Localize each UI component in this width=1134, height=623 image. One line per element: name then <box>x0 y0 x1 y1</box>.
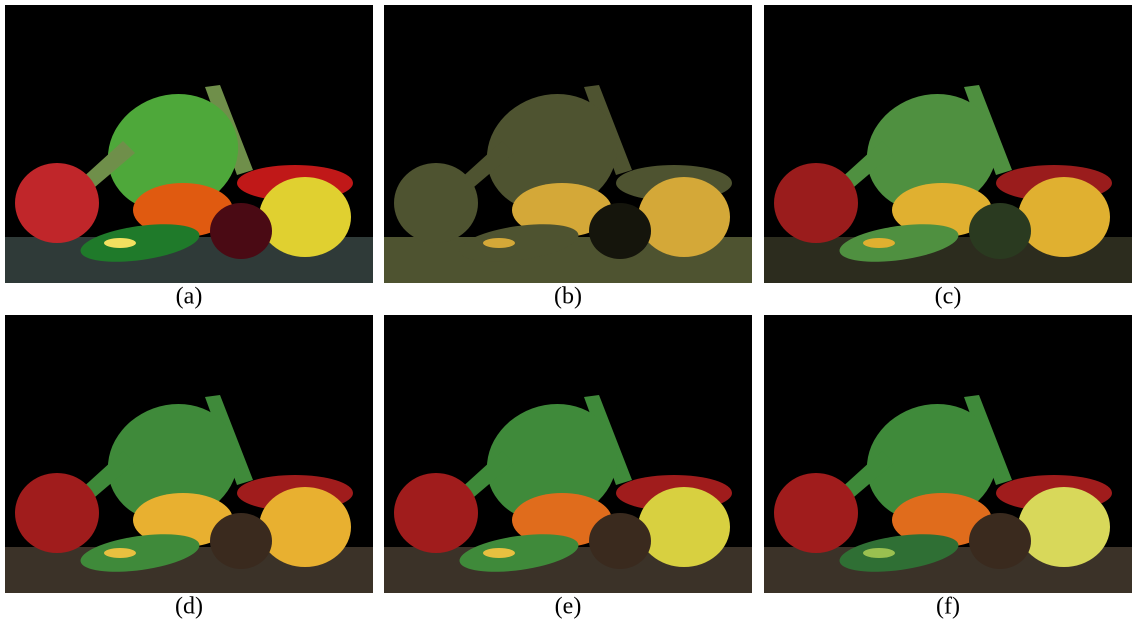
plum <box>210 513 272 569</box>
panel-label: (e) <box>555 594 582 620</box>
plum <box>969 203 1031 259</box>
panel-label: (f) <box>936 594 960 620</box>
strawberry <box>774 163 858 243</box>
panel-image <box>764 315 1132 593</box>
strawberry <box>394 163 478 243</box>
squash <box>1018 487 1110 567</box>
strawberry <box>15 473 99 553</box>
plum <box>969 513 1031 569</box>
squash <box>1018 177 1110 257</box>
panel-image <box>5 315 373 593</box>
squash <box>259 177 351 257</box>
panel-label: (b) <box>554 284 582 310</box>
plum <box>210 203 272 259</box>
panel-label: (c) <box>935 284 962 310</box>
panel-label: (d) <box>175 594 203 620</box>
strawberry <box>394 473 478 553</box>
strawberry <box>15 163 99 243</box>
strawberry <box>774 473 858 553</box>
plum <box>589 203 651 259</box>
jalapeno-highlight <box>104 238 136 248</box>
squash <box>638 177 730 257</box>
jalapeno-highlight <box>104 548 136 558</box>
panel-image <box>5 5 373 283</box>
panel-image <box>384 5 752 283</box>
jalapeno-highlight <box>483 238 515 248</box>
plum <box>589 513 651 569</box>
squash <box>638 487 730 567</box>
jalapeno-highlight <box>863 548 895 558</box>
jalapeno-highlight <box>483 548 515 558</box>
panel-image <box>384 315 752 593</box>
jalapeno-highlight <box>863 238 895 248</box>
figure: (a) (b) (c) (d) (e) (f) <box>0 0 1134 623</box>
panel-image <box>764 5 1132 283</box>
panel-label: (a) <box>176 284 203 310</box>
squash <box>259 487 351 567</box>
